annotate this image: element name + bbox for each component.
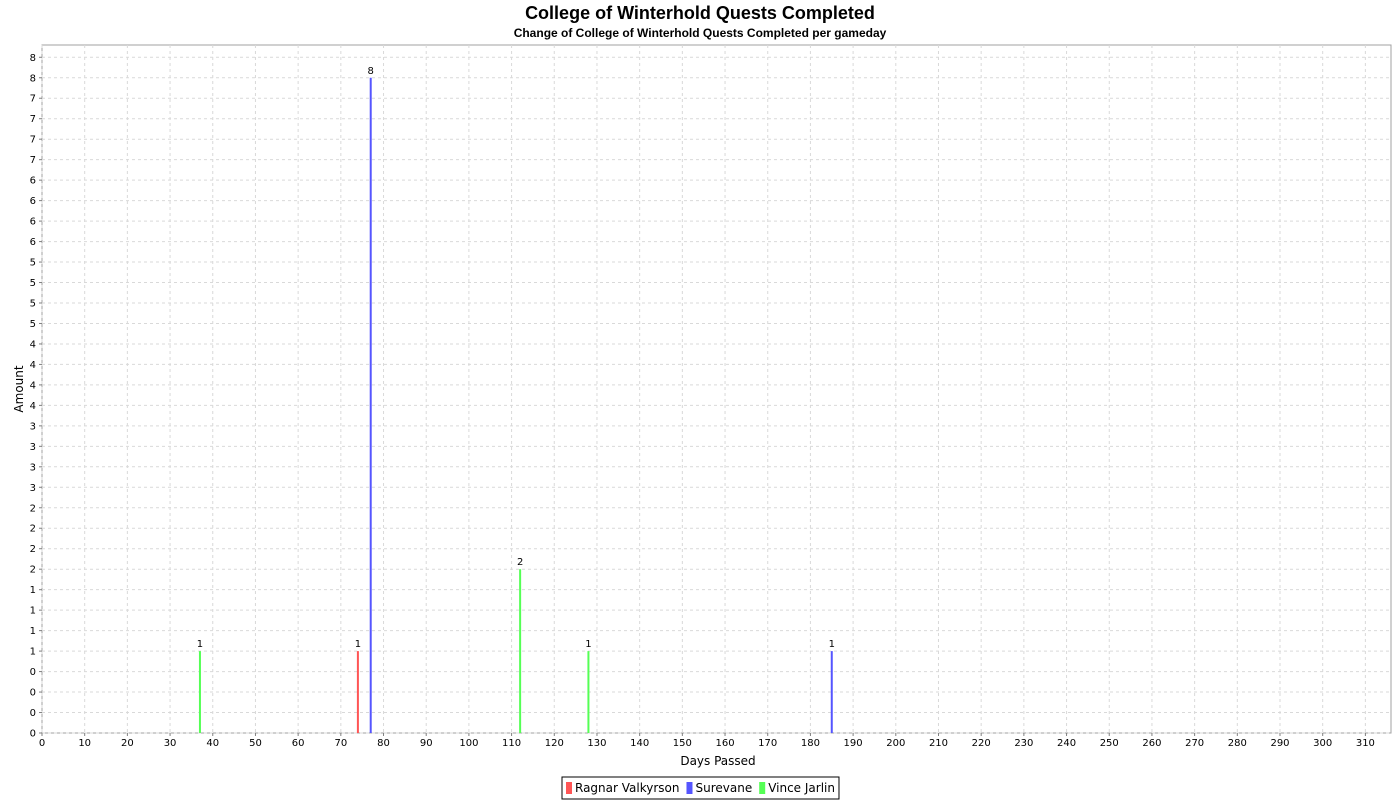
legend-label: Ragnar Valkyrson [575,781,679,795]
y-tick-label: 0 [30,729,36,740]
y-tick-label: 2 [30,524,36,535]
bar [198,651,201,733]
x-tick-label: 220 [972,738,991,749]
legend-swatch [686,782,693,794]
data-label: 8 [368,66,374,77]
y-tick-label: 7 [30,94,36,105]
bar [587,651,590,733]
y-tick-label: 5 [30,258,36,269]
y-tick-label: 4 [30,401,36,412]
x-tick-label: 40 [206,738,219,749]
bar [369,77,372,733]
x-tick-label: 240 [1057,738,1076,749]
x-tick-label: 90 [420,738,433,749]
bars [198,77,833,733]
y-tick-label: 0 [30,708,36,719]
y-tick-label: 3 [30,421,36,432]
y-tick-label: 7 [30,114,36,125]
y-tick-label: 8 [30,73,36,84]
x-tick-label: 250 [1100,738,1119,749]
x-tick-label: 180 [801,738,820,749]
data-label: 1 [355,639,361,650]
plot-area [41,44,1392,734]
y-tick-label: 5 [30,319,36,330]
y-tick-label: 5 [30,278,36,289]
y-tick-label: 3 [30,462,36,473]
x-tick-label: 160 [715,738,734,749]
bar [519,569,522,733]
y-tick-label: 6 [30,176,36,187]
x-tick-label: 300 [1313,738,1332,749]
y-tick-label: 4 [30,339,36,350]
data-label: 2 [517,557,523,568]
y-tick-label: 1 [30,647,36,658]
chart-title: College of Winterhold Quests Completed [525,3,875,23]
y-tick-label: 7 [30,155,36,166]
x-tick-label: 150 [673,738,692,749]
y-axis-label: Amount [12,365,26,412]
x-tick-label: 80 [377,738,390,749]
data-label: 1 [197,639,203,650]
y-tick-label: 6 [30,217,36,228]
legend-label: Vince Jarlin [768,781,835,795]
y-tick-label: 6 [30,196,36,207]
data-labels: 1 8 1 1 2 1 [197,66,835,650]
data-label: 1 [829,639,835,650]
y-tick-label: 1 [30,606,36,617]
y-tick-label: 2 [30,565,36,576]
y-tick-label: 5 [30,299,36,310]
x-tick-label: 260 [1142,738,1161,749]
x-tick-label: 100 [459,738,478,749]
y-tick-label: 7 [30,135,36,146]
legend-swatch [759,782,766,794]
y-tick-label: 8 [30,53,36,64]
legend-swatch [566,782,572,794]
y-tick-label: 4 [30,360,36,371]
axes: 0 10 20 30 40 50 60 70 80 90 100 110 120 130 140 150 160… [30,53,1375,749]
x-tick-label: 60 [292,738,305,749]
x-axis-label: Days Passed [680,754,755,768]
x-tick-label: 30 [164,738,177,749]
y-tick-label: 0 [30,688,36,699]
data-label: 1 [585,639,591,650]
x-tick-label: 270 [1185,738,1204,749]
y-tick-label: 2 [30,544,36,555]
y-tick-label: 3 [30,483,36,494]
y-tick-label: 6 [30,237,36,248]
x-tick-label: 290 [1270,738,1289,749]
x-tick-label: 190 [844,738,863,749]
x-tick-label: 10 [78,738,91,749]
grid [41,45,1391,734]
bar [830,651,833,733]
x-tick-label: 0 [39,738,45,749]
y-tick-label: 3 [30,442,36,453]
x-tick-label: 170 [758,738,777,749]
x-tick-label: 120 [545,738,564,749]
x-tick-label: 130 [587,738,606,749]
x-tick-label: 280 [1228,738,1247,749]
y-tick-label: 2 [30,503,36,514]
x-tick-label: 20 [121,738,134,749]
legend-label: Surevane [695,781,752,795]
legend-box [561,776,840,800]
x-tick-label: 200 [886,738,905,749]
y-tick-label: 1 [30,585,36,596]
x-tick-label: 310 [1356,738,1375,749]
x-tick-label: 50 [249,738,262,749]
x-tick-label: 70 [334,738,347,749]
x-tick-label: 140 [630,738,649,749]
bar [356,651,359,733]
x-tick-label: 230 [1014,738,1033,749]
y-tick-label: 1 [30,626,36,637]
y-tick-label: 4 [30,380,36,391]
x-tick-label: 210 [929,738,948,749]
x-tick-label: 110 [502,738,521,749]
chart-subtitle: Change of College of Winterhold Quests C… [514,26,887,40]
legend: Ragnar Valkyrson Surevane Vince Jarlin [561,776,840,800]
y-tick-label: 0 [30,667,36,678]
